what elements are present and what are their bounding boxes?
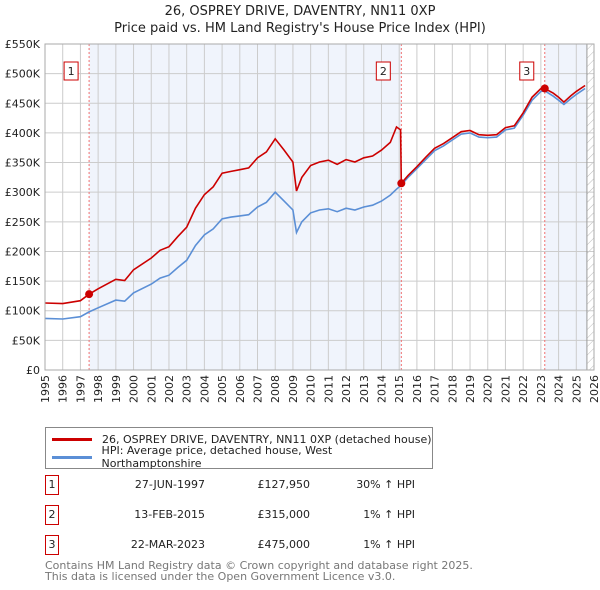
sale-marker-label: 3: [45, 535, 59, 555]
x-tick-label: 2002: [163, 375, 176, 403]
sale-label: 3: [523, 65, 530, 78]
y-tick-label: £0: [26, 364, 40, 377]
x-tick-label: 2022: [517, 375, 530, 403]
x-tick-label: 1995: [39, 375, 52, 403]
legend-label: HPI: Average price, detached house, West…: [101, 444, 333, 470]
y-tick-label: £250K: [5, 216, 41, 229]
x-tick-label: 2024: [553, 375, 566, 403]
x-tick-label: 2023: [535, 375, 548, 403]
legend-label: 26, OSPREY DRIVE, DAVENTRY, NN11 0XP (de…: [102, 432, 432, 446]
price-chart: 1995 1996 1997 1998 1999 2000 2001 2002 2003 2004…: [5, 38, 600, 403]
sale-marker-label: 2: [45, 505, 59, 525]
sale-marker-label: 1: [45, 475, 59, 495]
sale-hpi-diff: 1% ↑ HPI: [363, 508, 415, 521]
sale-label-box: [63, 61, 79, 81]
x-tick-label: 2011: [322, 375, 335, 403]
sale-row: 1 27-JUN-1997 £127,950 30% ↑ HPI: [45, 475, 445, 495]
y-tick-label: £150K: [5, 275, 41, 288]
owned-period-shading: [89, 44, 402, 370]
future-hatch: [586, 44, 594, 370]
sale-label-box: [375, 61, 391, 81]
y-tick-label: £100K: [5, 305, 41, 318]
legend: 26, OSPREY DRIVE, DAVENTRY, NN11 0XP (de…: [45, 427, 433, 470]
sale-label: 1: [68, 65, 75, 78]
x-tick-label: 2001: [145, 375, 158, 403]
y-tick-label: £450K: [5, 97, 41, 110]
sale-date: 27-JUN-1997: [134, 478, 205, 491]
x-tick-label: 2018: [446, 375, 459, 403]
x-tick-label: 2005: [216, 375, 229, 403]
sale-date: 13-FEB-2015: [134, 508, 205, 521]
x-tick-label: 2017: [429, 375, 442, 403]
y-tick-label: £300K: [5, 186, 41, 199]
x-tick-label: 1996: [57, 375, 70, 403]
sale-price: £127,950: [257, 478, 311, 491]
x-tick-label: 2004: [198, 375, 211, 403]
sale-hpi-diff: 1% ↑ HPI: [363, 538, 415, 551]
property-price-line: [44, 84, 586, 305]
footer-line: Contains HM Land Registry data © Crown c…: [45, 559, 473, 572]
x-tick-label: 2000: [128, 375, 141, 403]
x-tick-label: 2006: [234, 375, 247, 403]
x-tick-label: 2010: [305, 375, 318, 403]
sale-price: £475,000: [257, 538, 311, 551]
sale-date: 22-MAR-2023: [130, 538, 205, 551]
sale-label: 2: [380, 65, 387, 78]
y-tick-label: £550K: [5, 38, 41, 51]
hpi-line: [44, 87, 586, 320]
legend-item-property: 26, OSPREY DRIVE, DAVENTRY, NN11 0XP (de…: [52, 431, 432, 447]
x-tick-label: 2019: [464, 375, 477, 403]
sale-price: £315,000: [257, 508, 311, 521]
x-tick-label: 2007: [252, 375, 265, 403]
sale-row: 3 22-MAR-2023 £475,000 1% ↑ HPI: [45, 535, 445, 555]
x-tick-label: 2009: [287, 375, 300, 403]
sale-row: 2 13-FEB-2015 £315,000 1% ↑ HPI: [45, 505, 445, 525]
x-tick-label: 2014: [375, 375, 388, 403]
x-tick-label: 2008: [269, 375, 282, 403]
sale-label-box: [519, 61, 535, 81]
y-tick-label: £500K: [5, 68, 41, 81]
y-tick-label: £50K: [12, 334, 41, 347]
sale-point: [397, 179, 406, 188]
x-tick-label: 2025: [570, 375, 583, 403]
y-tick-label: £200K: [5, 245, 41, 258]
x-tick-label: 1999: [110, 375, 123, 403]
x-tick-label: 2012: [340, 375, 353, 403]
x-tick-label: 2016: [411, 375, 424, 403]
x-tick-label: 1997: [74, 375, 87, 403]
legend-swatch-blue: [52, 455, 92, 459]
x-tick-label: 2026: [588, 375, 600, 403]
footer: Contains HM Land Registry data © Crown c…: [45, 560, 473, 582]
sale-hpi-diff: 30% ↑ HPI: [356, 478, 415, 491]
x-tick-label: 2003: [181, 375, 194, 403]
owned-period-shading: [544, 44, 587, 370]
chart-subtitle: Price paid vs. HM Land Registry's House …: [114, 21, 486, 36]
sale-point: [85, 290, 94, 299]
x-tick-label: 2013: [358, 375, 371, 403]
footer-line: This data is licensed under the Open Gov…: [45, 570, 396, 583]
x-tick-label: 1998: [92, 375, 105, 403]
sale-point: [540, 84, 549, 93]
x-tick-label: 2021: [499, 375, 512, 403]
y-tick-label: £400K: [5, 127, 41, 140]
plot-border: [44, 43, 595, 371]
legend-swatch-red: [52, 437, 92, 441]
y-tick-label: £350K: [5, 157, 41, 170]
x-tick-label: 2015: [393, 375, 406, 403]
legend-item-hpi: HPI: Average price, detached house, West…: [52, 444, 432, 470]
chart-title: 26, OSPREY DRIVE, DAVENTRY, NN11 0XP: [164, 4, 436, 19]
x-tick-label: 2020: [482, 375, 495, 403]
